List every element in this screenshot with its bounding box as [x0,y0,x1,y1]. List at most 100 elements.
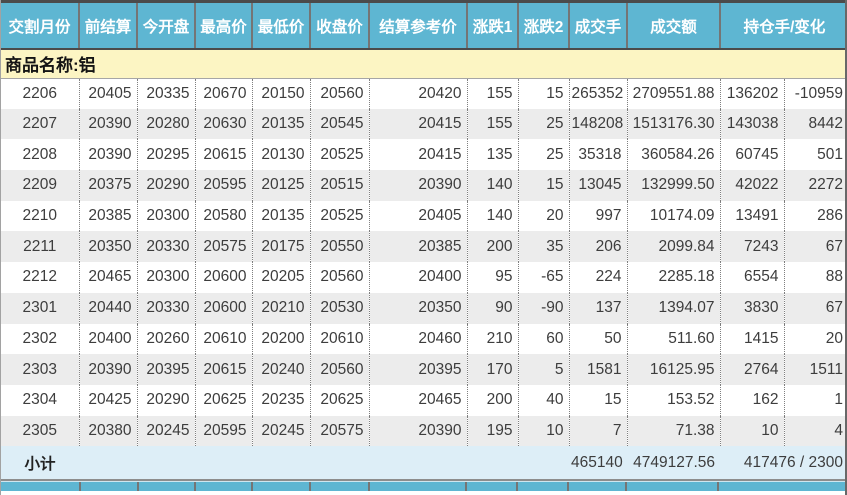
close-cell: 20610 [309,323,369,355]
open-interest-cell: 143038 [719,108,784,140]
open-interest-cell: 42022 [719,170,784,201]
prev-settlement-cell: 20400 [78,323,137,355]
open-cell: 20260 [136,323,195,355]
oi-change-cell: 67 [783,292,845,324]
settlement-ref-cell: 20390 [368,170,467,201]
header-cell-stub [516,482,567,492]
prev-settlement-cell: 20405 [78,78,137,109]
close-cell: 20525 [309,139,369,171]
turnover-cell: 153.52 [626,384,720,416]
subtotal-spacer [79,446,569,480]
open-interest-cell: 6554 [719,262,784,293]
open-cell: 20290 [136,384,195,416]
change1-cell: 195 [466,415,518,447]
table-row: 2207 20390 20280 20630 20135 20545 20415 155 25 1… [1,108,845,140]
turnover-cell: 1394.07 [626,292,720,324]
low-cell: 20150 [251,78,310,109]
column-header-prev-settlement: 前结算 [78,3,137,50]
month-cell: 2301 [1,292,79,324]
turnover-cell: 10174.09 [626,200,720,232]
open-interest-cell: 2764 [719,354,784,385]
change2-cell: 25 [517,108,569,140]
turnover-cell: 360584.26 [626,139,720,171]
close-cell: 20560 [309,262,369,293]
volume-cell: 206 [568,231,627,263]
change2-cell: 35 [517,231,569,263]
change1-cell: 170 [466,354,518,385]
high-cell: 20600 [194,262,252,293]
product-name-label: 商品名称:铝 [1,49,845,79]
table-row: 2208 20390 20295 20615 20130 20525 20415 135 25 3… [1,139,845,171]
settlement-ref-cell: 20415 [368,108,467,140]
settlement-ref-cell: 20465 [368,384,467,416]
open-interest-cell: 13491 [719,200,784,232]
change1-cell: 200 [466,384,518,416]
table-row: 2212 20465 20300 20600 20205 20560 20400 95 -65 2… [1,262,845,293]
change1-cell: 155 [466,108,518,140]
open-interest-cell: 10 [719,415,784,447]
close-cell: 20545 [309,108,369,140]
open-cell: 20330 [136,292,195,324]
volume-cell: 148208 [568,108,627,140]
open-interest-cell: 162 [719,384,784,416]
high-cell: 20595 [194,415,252,447]
change1-cell: 200 [466,231,518,263]
turnover-cell: 511.60 [626,323,720,355]
oi-change-cell: 8442 [783,108,845,140]
settlement-ref-cell: 20390 [368,415,467,447]
prev-settlement-cell: 20425 [78,384,137,416]
month-cell: 2210 [1,200,79,232]
column-header-high: 最高价 [194,3,252,50]
low-cell: 20200 [251,323,310,355]
column-header-low: 最低价 [251,3,310,50]
change1-cell: 135 [466,139,518,171]
open-cell: 20280 [136,108,195,140]
volume-cell: 137 [568,292,627,324]
oi-change-cell: 2272 [783,170,845,201]
table-row: 2305 20380 20245 20595 20245 20575 20390 195 10 7… [1,415,845,447]
volume-cell: 35318 [568,139,627,171]
high-cell: 20610 [194,323,252,355]
header-cell-stub [624,482,718,492]
turnover-cell: 2099.84 [626,231,720,263]
open-interest-cell: 136202 [719,78,784,109]
low-cell: 20205 [251,262,310,293]
product-name-row: 商品名称:铝 [1,49,845,79]
oi-change-cell: 1 [783,384,845,416]
prev-settlement-cell: 20440 [78,292,137,324]
table-row: 2304 20425 20290 20625 20235 20625 20465 200 40 1… [1,384,845,416]
column-header-open-interest-change: 持仓手/变化 [719,3,845,50]
high-cell: 20615 [194,354,252,385]
month-cell: 2208 [1,139,79,171]
prev-settlement-cell: 20390 [78,108,137,140]
change2-cell: -90 [517,292,569,324]
header-cell-stub [251,482,309,492]
prev-settlement-cell: 20390 [78,139,137,171]
month-cell: 2305 [1,415,79,447]
high-cell: 20630 [194,108,252,140]
table-header-row: 交割月份 前结算 今开盘 最高价 最低价 收盘价 结算参考价 涨跌1 涨跌2 成… [1,3,845,50]
volume-cell: 1581 [568,354,627,385]
low-cell: 20135 [251,108,310,140]
open-cell: 20245 [136,415,195,447]
header-cell-stub [1,482,79,491]
prev-settlement-cell: 20465 [78,262,137,293]
column-header-close: 收盘价 [309,3,369,50]
high-cell: 20600 [194,292,252,324]
close-cell: 20530 [309,292,369,324]
settlement-ref-cell: 20420 [368,78,467,109]
open-interest-cell: 3830 [719,292,784,324]
oi-change-cell: 501 [783,139,845,171]
volume-cell: 50 [568,323,627,355]
low-cell: 20130 [251,139,310,171]
prev-settlement-cell: 20350 [78,231,137,263]
header-cell-stub [367,482,466,492]
change2-cell: 20 [517,200,569,232]
change1-cell: 155 [466,78,518,109]
column-header-change1: 涨跌1 [466,3,518,50]
high-cell: 20670 [194,78,252,109]
open-cell: 20330 [136,231,195,263]
subtotal-volume: 465140 [569,446,627,480]
low-cell: 20135 [251,200,310,232]
column-header-turnover: 成交额 [626,3,720,50]
